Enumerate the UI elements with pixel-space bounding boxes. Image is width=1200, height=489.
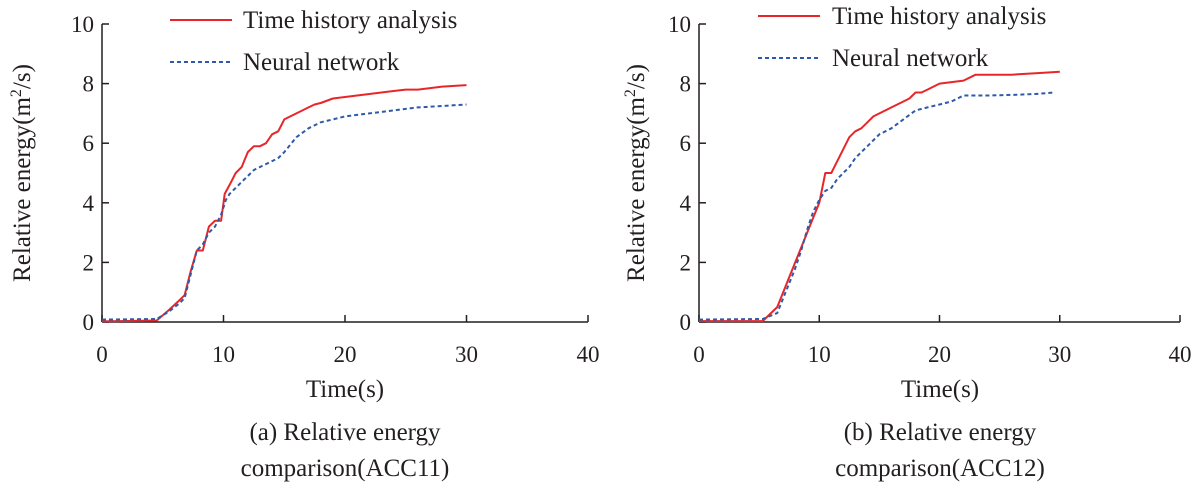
figure-caption-line: (a) Relative energy [249, 419, 441, 446]
chart-panel-a: 0 2 4 6 8 10 0 10 20 30 40 Time history analysis Neu… [8, 7, 600, 482]
x-tick-label: 30 [1048, 342, 1071, 367]
figure-caption-line: comparison(ACC11) [241, 455, 450, 482]
x-axis-title: Time(s) [901, 376, 979, 403]
y-axis-title-unit: /s) [9, 64, 36, 89]
y-axis-title-superscript: 2 [8, 89, 25, 97]
y-tick-label: 4 [680, 191, 692, 216]
x-tick-label: 10 [212, 342, 235, 367]
x-axis-title: Time(s) [306, 376, 384, 403]
y-axis-title: Relative energy(m2/s) [622, 64, 650, 282]
legend-label: Neural network [243, 49, 400, 76]
figure-caption-line: comparison(ACC12) [835, 455, 1045, 482]
series-line-time-history [699, 70, 1060, 323]
x-tick-label: 40 [577, 342, 600, 367]
y-axis-title-main: Relative energy(m [9, 97, 36, 282]
y-tick-label: 10 [71, 12, 94, 37]
x-tick-label: 20 [334, 342, 357, 367]
y-tick-label: 6 [83, 131, 95, 156]
y-tick-label: 10 [668, 12, 691, 37]
y-tick-label: 8 [83, 72, 95, 97]
x-tick-label: 0 [693, 342, 705, 367]
series-line-neural-network [101, 103, 467, 321]
x-tick-label: 40 [1169, 342, 1192, 367]
series-line-time-history [101, 84, 467, 323]
x-tick-label: 10 [808, 342, 831, 367]
x-tick-label: 0 [96, 342, 108, 367]
x-tick-label: 20 [928, 342, 951, 367]
legend-label: Neural network [832, 45, 989, 72]
figure-caption-line: (b) Relative energy [844, 419, 1037, 446]
y-tick-label: 2 [83, 250, 95, 275]
legend-label: Time history analysis [243, 7, 457, 34]
series-line-neural-network [698, 91, 1054, 321]
y-tick-label: 4 [83, 191, 95, 216]
y-axis-title-unit: /s) [623, 64, 650, 89]
legend-label: Time history analysis [832, 3, 1046, 30]
y-tick-label: 6 [680, 131, 692, 156]
y-tick-label: 0 [680, 310, 692, 335]
y-tick-label: 0 [83, 310, 95, 335]
y-tick-label: 2 [680, 250, 692, 275]
y-axis-title: Relative energy(m2/s) [8, 64, 36, 282]
x-tick-label: 30 [455, 342, 478, 367]
y-axis-title-superscript: 2 [622, 89, 639, 97]
chart-panel-b: 0 2 4 6 8 10 0 10 20 30 40 Time history analysis Neu… [622, 3, 1192, 482]
y-axis-title-main: Relative energy(m [623, 97, 650, 282]
y-tick-label: 8 [680, 72, 692, 97]
